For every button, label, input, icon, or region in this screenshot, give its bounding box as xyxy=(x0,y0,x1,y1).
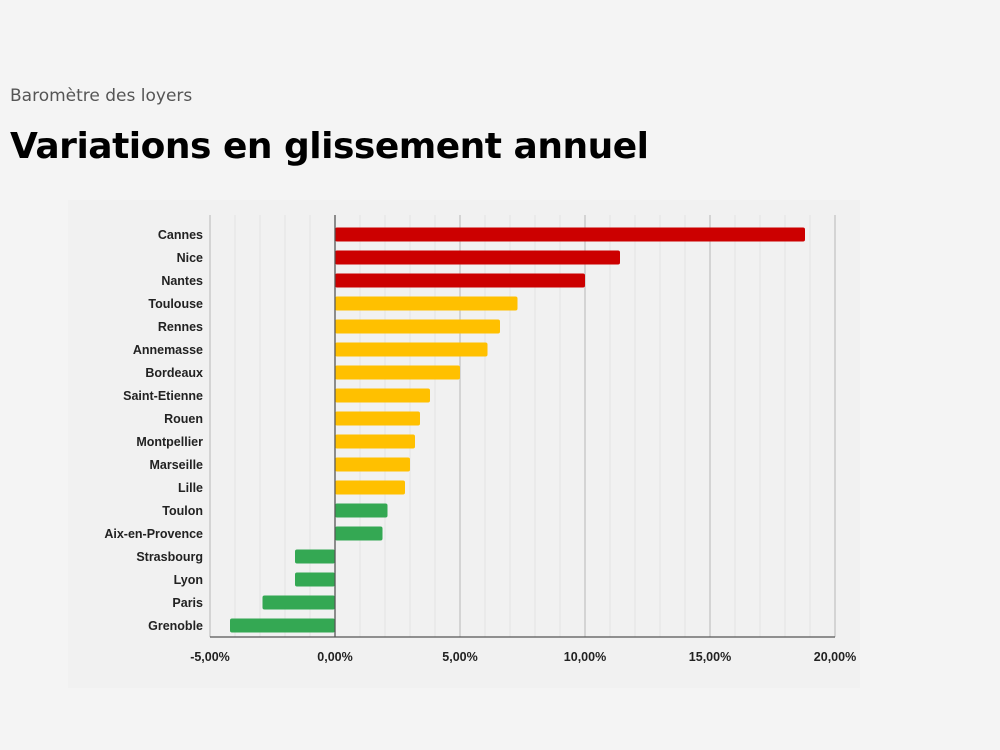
bar-rouen xyxy=(335,411,420,426)
bar-toulouse xyxy=(335,296,518,311)
bar-saint-etienne xyxy=(335,388,430,403)
axes xyxy=(210,215,835,638)
bar-nantes xyxy=(335,273,585,288)
category-label: Grenoble xyxy=(148,619,203,633)
category-label: Aix-en-Provence xyxy=(104,527,203,541)
x-tick-label: 5,00% xyxy=(442,650,477,664)
bar-aix-en-provence xyxy=(335,526,383,541)
category-label: Montpellier xyxy=(136,435,203,449)
page-subtitle: Baromètre des loyers xyxy=(10,86,193,106)
bar-nice xyxy=(335,250,620,265)
category-label: Toulon xyxy=(162,504,203,518)
x-tick-label: 10,00% xyxy=(564,650,606,664)
x-tick-label: -5,00% xyxy=(190,650,230,664)
chart-card: Cannes Nice Nantes Toulouse Rennes Annemasse B… xyxy=(68,200,860,688)
bar-bordeaux xyxy=(335,365,460,380)
category-label: Lyon xyxy=(174,573,203,587)
bar-strasbourg xyxy=(295,549,335,564)
category-label: Paris xyxy=(172,596,203,610)
bar-paris xyxy=(262,595,335,610)
bar-montpellier xyxy=(335,434,415,449)
category-label: Nantes xyxy=(161,274,203,288)
bar-lyon xyxy=(295,572,335,587)
category-label: Toulouse xyxy=(148,297,203,311)
category-labels: Cannes Nice Nantes Toulouse Rennes Annemasse B… xyxy=(104,228,203,633)
x-tick-labels: -5,00% 0,00% 5,00% 10,00% 15,00% 20,00% xyxy=(190,650,856,664)
bar-lille xyxy=(335,480,405,495)
bar-chart: Cannes Nice Nantes Toulouse Rennes Annemasse B… xyxy=(104,215,856,664)
category-label: Saint-Etienne xyxy=(123,389,203,403)
bar-cannes xyxy=(335,227,805,242)
category-label: Nice xyxy=(177,251,203,265)
category-label: Bordeaux xyxy=(145,366,203,380)
category-label: Cannes xyxy=(158,228,203,242)
bars xyxy=(230,227,805,633)
bar-toulon xyxy=(335,503,388,518)
category-label: Strasbourg xyxy=(136,550,203,564)
x-tick-label: 20,00% xyxy=(814,650,856,664)
x-tick-label: 0,00% xyxy=(317,650,352,664)
x-tick-label: 15,00% xyxy=(689,650,731,664)
bar-rennes xyxy=(335,319,500,334)
bar-annemasse xyxy=(335,342,488,357)
category-label: Rouen xyxy=(164,412,203,426)
category-label: Lille xyxy=(178,481,203,495)
bar-marseille xyxy=(335,457,410,472)
category-label: Marseille xyxy=(149,458,203,472)
bar-grenoble xyxy=(230,618,335,633)
category-label: Annemasse xyxy=(133,343,203,357)
category-label: Rennes xyxy=(158,320,203,334)
page-title: Variations en glissement annuel xyxy=(10,126,649,167)
